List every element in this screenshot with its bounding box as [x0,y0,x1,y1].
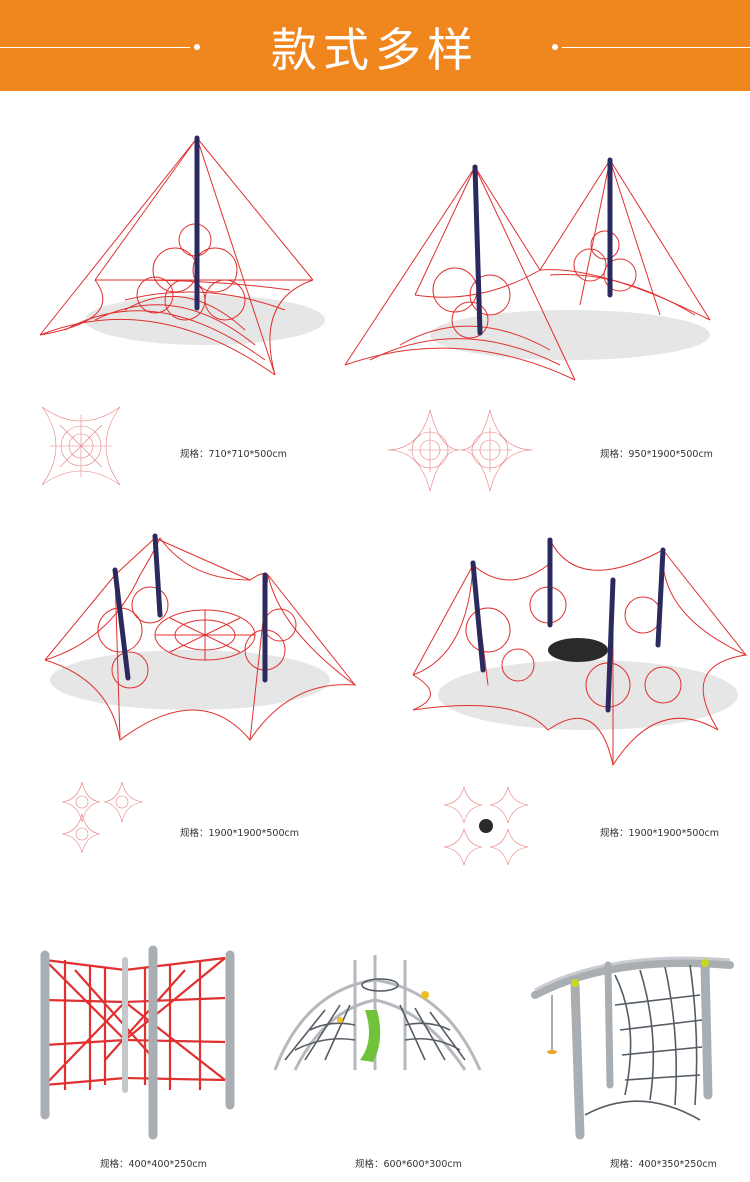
spec-arched-climber: 规格：400*350*250cm [610,1159,717,1170]
product-arched-climber-image [530,945,735,1145]
spec-red-rope-cube: 规格：400*400*250cm [100,1159,207,1170]
spec-dome-climber: 规格：600*600*300cm [355,1159,462,1170]
disc-swing [548,638,608,662]
banner-title: 款式多样 [271,23,479,77]
spec-quad-tower: 规格：1900*1900*500cm [600,828,719,839]
banner-right-line [562,47,750,48]
plan-triple-tower [60,780,145,855]
product-quad-tower-image [408,535,748,770]
banner-left-dot [194,44,200,50]
product-triple-tower-image [40,530,358,745]
section-banner: 款式多样 [0,0,750,91]
product-single-tower-image [35,130,325,390]
plan-single-tower [40,405,122,487]
spec-triple-tower: 规格：1900*1900*500cm [180,828,299,839]
banner-right-dot [552,44,558,50]
plan-quad-tower [440,785,532,867]
spec-single-tower: 规格：710*710*500cm [180,449,287,460]
product-double-tower-image [340,155,720,385]
spec-double-tower: 规格：950*1900*500cm [600,449,713,460]
product-red-rope-cube-image [35,940,240,1140]
plan-double-tower [385,408,535,493]
product-dome-climber-image [265,950,490,1080]
banner-left-line [0,47,190,48]
